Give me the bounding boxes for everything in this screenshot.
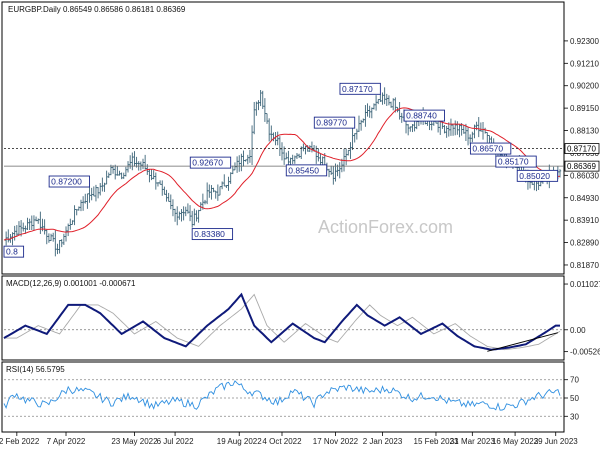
annotation-label: 0.87170 [342,84,373,94]
macd-layer [3,292,564,352]
annotation-label: 0.88740 [406,111,437,121]
level-tag-label: 0.87170 [567,145,596,154]
macd-line [3,292,560,351]
macd-tick-label: 0.011027 [570,280,600,289]
macd-panel-frame [1,275,565,361]
annotation-box [3,245,25,258]
rsi-line [3,380,561,411]
date-tick-label: 2 Jan 2023 [363,437,403,446]
annotation-label: 0.87200 [51,177,82,187]
annotation-box [285,164,328,177]
date-tick-label: 22 Feb 2022 [0,437,40,446]
annotation-label: 0.83380 [194,229,225,239]
moving-average-line [3,107,561,241]
price-tick-label: 0.86030 [570,171,599,180]
rsi-tick-label: 50 [570,394,579,403]
price-tick-label: 0.90200 [570,82,599,91]
price-tick-label: 0.89150 [570,104,599,113]
rsi-layer [3,379,564,417]
price-tick-label: 0.82890 [570,239,599,248]
annotation-box [469,142,512,155]
axis-layer: 0.81870 0.82890 0.83910 0.84930 0.86030 0.8 70… [0,37,600,446]
annotation-label: 0.85020 [519,171,550,181]
date-tick-label: 19 Aug 2022 [217,437,262,446]
price-tick-label: 0.91210 [570,59,599,68]
rsi-label: RSI(14) 56.5795 [6,365,65,374]
date-tick-label: 29 Jun 2023 [534,437,579,446]
annotation-label: 0.85450 [288,165,319,175]
date-tick-label: 7 Apr 2022 [47,437,86,446]
annotation-label: 0.92670 [192,158,223,168]
date-tick-label: 17 Nov 2022 [313,437,359,446]
annotation-label: 0.86570 [472,144,503,154]
chart-title: EURGBP.Daily 0.86549 0.86586 0.86181 0.8… [8,5,186,14]
last-price-tag-label: 0.86369 [567,162,596,171]
macd-trendline [487,332,558,352]
price-layer: 0.8 0.87200 0.83380 0.92670 0.85450 0.89770 0.… [3,82,564,258]
macd-tick-label: 0.00 [570,326,586,335]
annotation-box [189,156,232,169]
annotation-box [516,169,559,182]
date-tick-label: 4 Oct 2022 [262,437,302,446]
price-panel-frame [1,1,565,275]
annotation-box [339,82,381,95]
level-tag [564,143,600,154]
date-tick-label: 15 Feb 2023 [414,437,459,446]
annotation-box [191,228,234,241]
rsi-panel-frame [1,361,565,433]
price-tick-label: 0.84930 [570,194,599,203]
price-tick-label: 0.88130 [570,127,599,136]
rsi-tick-label: 30 [570,412,579,421]
annotation-box [495,155,537,168]
rsi-tick-label: 70 [570,376,579,385]
date-tick-label: 16 May 2023 [492,437,539,446]
annotation-label: 0.85170 [498,157,529,167]
macd-signal-line [4,293,561,351]
price-tick-label: 0.92300 [570,37,599,46]
price-tick-label: 0.83910 [570,216,599,225]
price-tick-label: 0.81870 [570,261,599,270]
date-tick-label: 23 May 2022 [111,437,158,446]
annotation-box [48,175,90,188]
last-price-tag [564,160,600,172]
date-tick-label: 6 Jul 2022 [157,437,194,446]
annotation-label: 0.8 [6,247,18,257]
annotation-box [403,109,445,122]
watermark: ActionForex.com [318,217,453,237]
date-tick-label: 31 Mar 2023 [450,437,495,446]
annotation-box [313,116,356,129]
annotation-label: 0.89770 [316,118,347,128]
macd-label: MACD(12,26,9) 0.001001 -0.000671 [6,279,136,288]
